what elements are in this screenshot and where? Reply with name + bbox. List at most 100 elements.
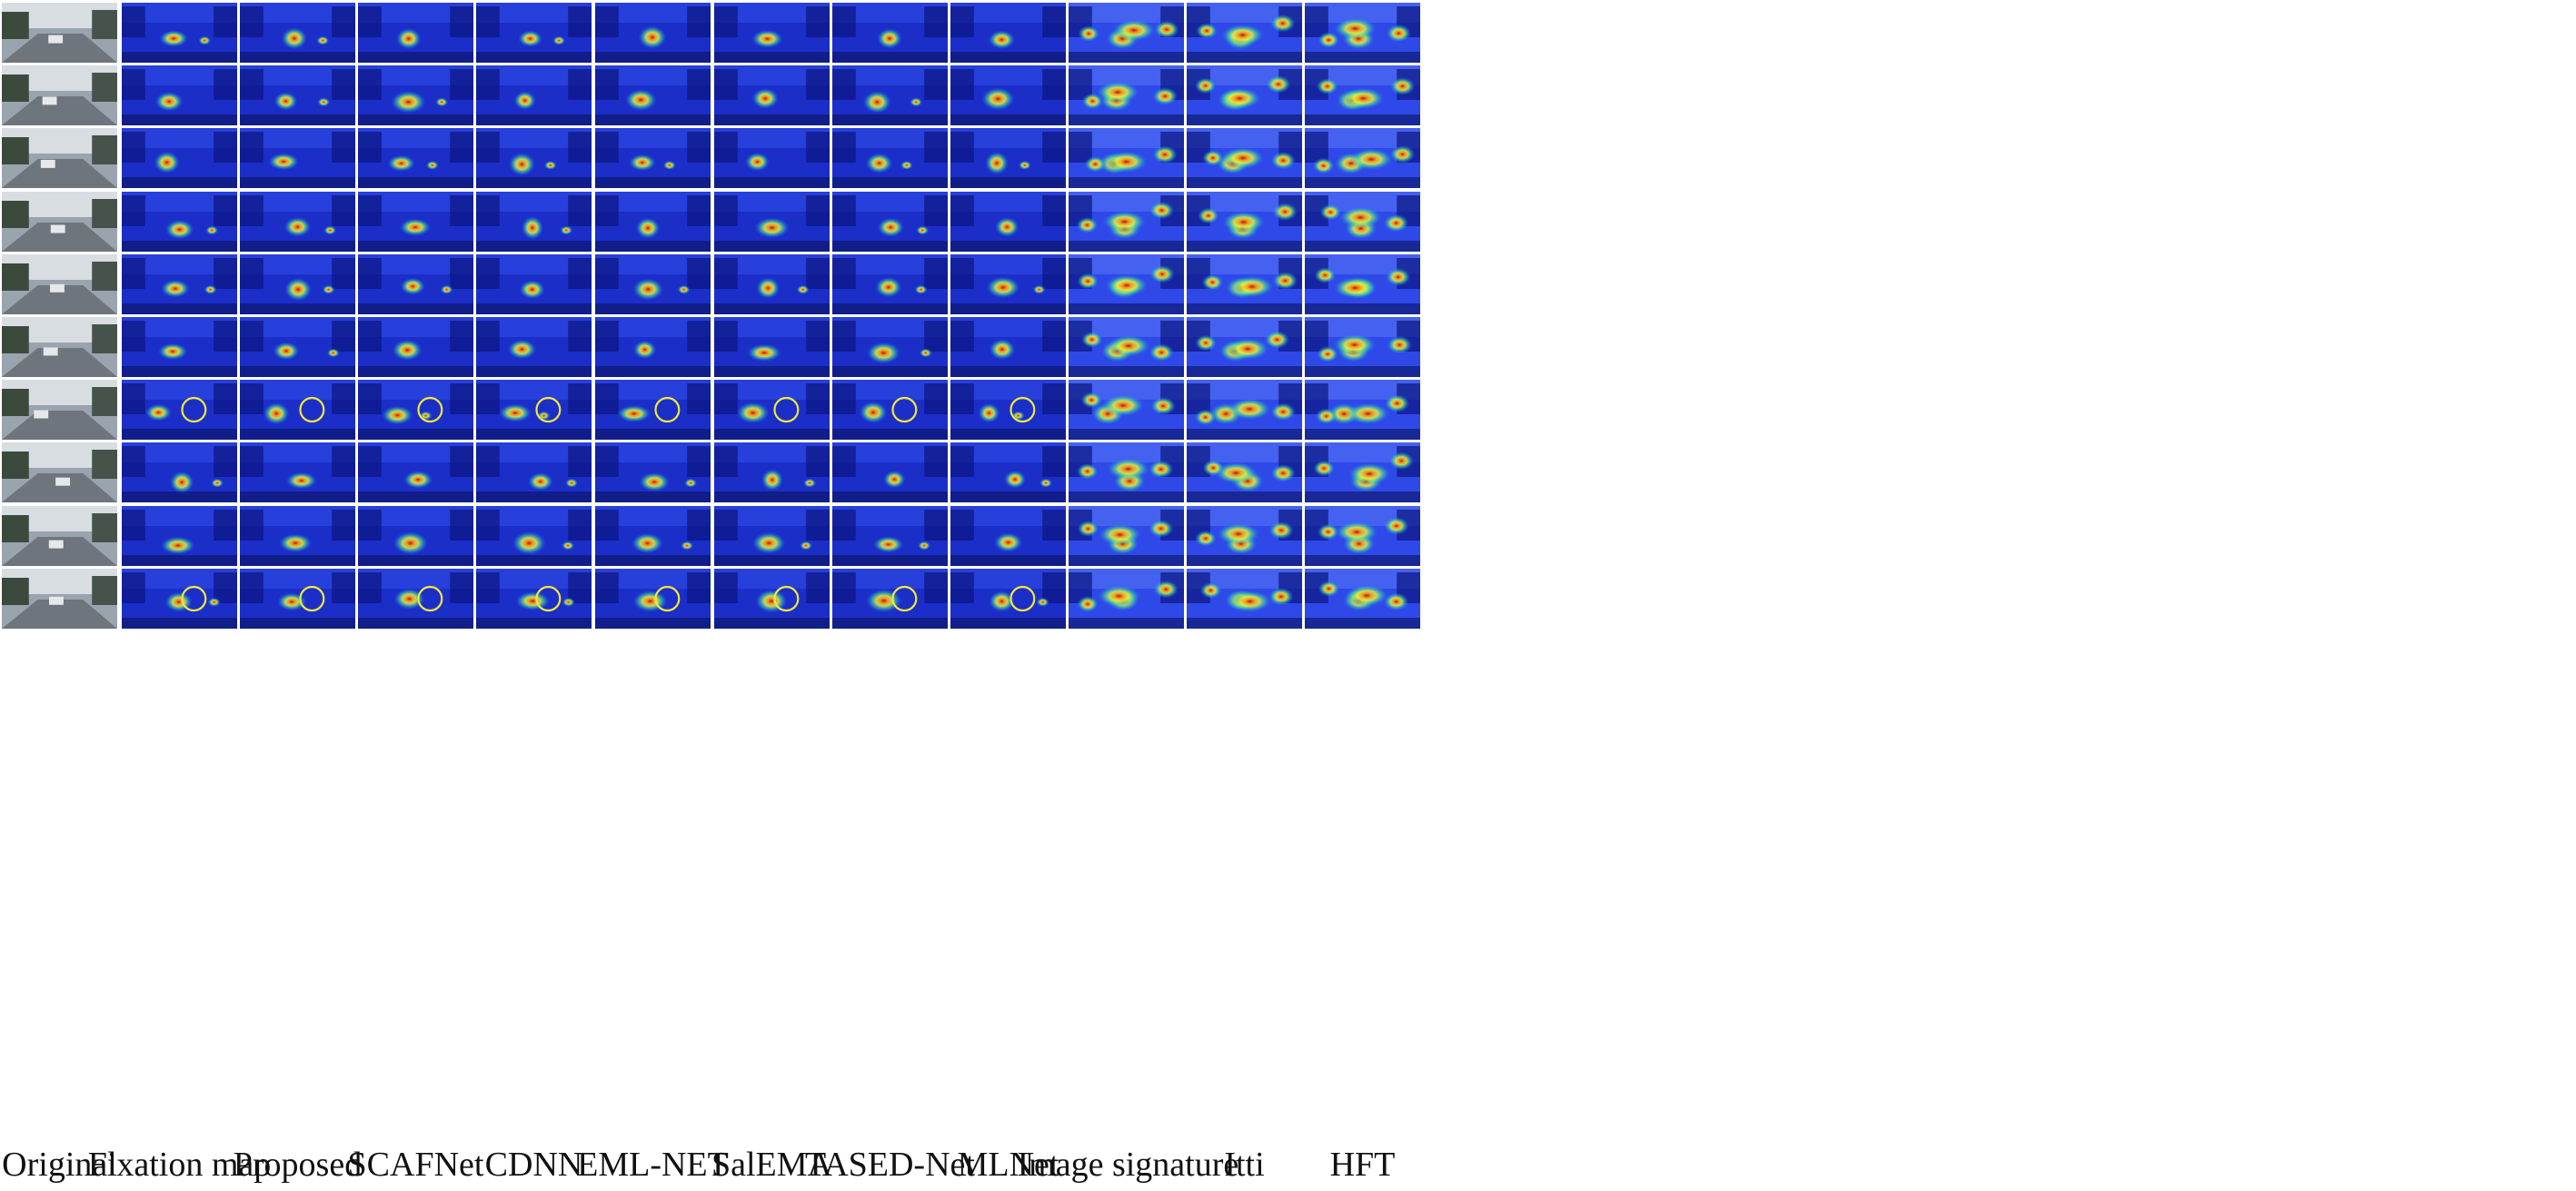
thumbnail-r4-c2 xyxy=(122,192,237,252)
thumbnail-r5-c12 xyxy=(1305,254,1420,314)
thumbnail-r1-c2 xyxy=(122,3,237,63)
thumbnail-r5-c6 xyxy=(595,254,711,314)
column-label-6: EML-NET xyxy=(577,1146,729,1184)
thumbnail-r5-c3 xyxy=(240,254,355,314)
thumbnail-r10-c4 xyxy=(358,569,473,629)
thumbnail-r4-c11 xyxy=(1187,192,1302,252)
column-label-3: Proposed xyxy=(233,1146,363,1184)
thumbnail-r10-c2 xyxy=(122,569,237,629)
thumbnail-r9-c9 xyxy=(950,506,1066,566)
thumbnail-r10-c11 xyxy=(1187,569,1302,629)
thumbnail-r9-c1 xyxy=(2,506,117,566)
column-label-2: Fixation map xyxy=(87,1146,272,1184)
thumbnail-r6-c9 xyxy=(950,317,1066,377)
thumbnail-r10-c10 xyxy=(1069,569,1184,629)
thumbnail-r8-c5 xyxy=(476,442,592,502)
thumbnail-r8-c4 xyxy=(358,442,473,502)
thumbnail-r1-c9 xyxy=(950,3,1066,63)
thumbnail-r7-c6 xyxy=(595,380,711,440)
column-label-4: SCAFNet xyxy=(347,1146,484,1184)
thumbnail-r1-c12 xyxy=(1305,3,1420,63)
thumbnail-r10-c12 xyxy=(1305,569,1420,629)
column-label-5: CDNN xyxy=(484,1146,583,1184)
thumbnail-r5-c4 xyxy=(358,254,473,314)
thumbnail-r10-c8 xyxy=(832,569,948,629)
thumbnail-r9-c10 xyxy=(1069,506,1184,566)
thumbnail-r7-c2 xyxy=(122,380,237,440)
thumbnail-r5-c7 xyxy=(714,254,830,314)
thumbnail-r9-c4 xyxy=(358,506,473,566)
thumbnail-r4-c6 xyxy=(595,192,711,252)
thumbnail-r6-c11 xyxy=(1187,317,1302,377)
thumbnail-r9-c6 xyxy=(595,506,711,566)
thumbnail-r6-c5 xyxy=(476,317,592,377)
thumbnail-r7-c1 xyxy=(2,380,117,440)
column-label-1: Original xyxy=(2,1146,117,1184)
thumbnail-r5-c1 xyxy=(2,254,117,314)
thumbnail-r2-c3 xyxy=(240,65,355,125)
thumbnail-r6-c6 xyxy=(595,317,711,377)
thumbnail-r7-c8 xyxy=(832,380,948,440)
thumbnail-r8-c7 xyxy=(714,442,830,502)
thumbnail-r3-c4 xyxy=(358,128,473,188)
thumbnail-r2-c7 xyxy=(714,65,830,125)
highlight-circle xyxy=(535,585,562,612)
thumbnail-r7-c3 xyxy=(240,380,355,440)
highlight-circle xyxy=(181,396,207,423)
thumbnail-r8-c10 xyxy=(1069,442,1184,502)
thumbnail-r3-c11 xyxy=(1187,128,1302,188)
thumbnail-r10-c9 xyxy=(950,569,1066,629)
thumbnail-r1-c11 xyxy=(1187,3,1302,63)
thumbnail-r4-c1 xyxy=(2,192,117,252)
thumbnail-r4-c9 xyxy=(950,192,1066,252)
thumbnail-r6-c1 xyxy=(2,317,117,377)
thumbnail-r1-c5 xyxy=(476,3,592,63)
thumbnail-r8-c12 xyxy=(1305,442,1420,502)
thumbnail-r2-c4 xyxy=(358,65,473,125)
thumbnail-r1-c4 xyxy=(358,3,473,63)
thumbnail-r7-c5 xyxy=(476,380,592,440)
thumbnail-r3-c10 xyxy=(1069,128,1184,188)
thumbnail-r8-c6 xyxy=(595,442,711,502)
highlight-circle xyxy=(299,396,325,423)
thumbnail-r9-c7 xyxy=(714,506,830,566)
thumbnail-r10-c6 xyxy=(595,569,711,629)
column-label-11: Itti xyxy=(1224,1146,1265,1184)
thumbnail-r4-c10 xyxy=(1069,192,1184,252)
highlight-circle xyxy=(654,396,681,423)
thumbnail-r7-c11 xyxy=(1187,380,1302,440)
thumbnail-r10-c3 xyxy=(240,569,355,629)
thumbnail-r1-c7 xyxy=(714,3,830,63)
thumbnail-r4-c8 xyxy=(832,192,948,252)
thumbnail-r10-c1 xyxy=(2,569,117,629)
column-label-7: SalEMA xyxy=(711,1146,832,1184)
thumbnail-r3-c6 xyxy=(595,128,711,188)
thumbnail-r5-c11 xyxy=(1187,254,1302,314)
thumbnail-r4-c3 xyxy=(240,192,355,252)
thumbnail-r9-c3 xyxy=(240,506,355,566)
thumbnail-r3-c1 xyxy=(2,128,117,188)
highlight-circle xyxy=(773,396,800,423)
thumbnail-r9-c8 xyxy=(832,506,948,566)
thumbnail-r10-c7 xyxy=(714,569,830,629)
thumbnail-r8-c2 xyxy=(122,442,237,502)
thumbnail-r2-c5 xyxy=(476,65,592,125)
column-label-9: MLNet xyxy=(957,1146,1059,1184)
thumbnail-r8-c3 xyxy=(240,442,355,502)
thumbnail-r5-c8 xyxy=(832,254,948,314)
thumbnail-r3-c9 xyxy=(950,128,1066,188)
thumbnail-r7-c12 xyxy=(1305,380,1420,440)
highlight-circle xyxy=(1010,396,1036,423)
thumbnail-r8-c8 xyxy=(832,442,948,502)
thumbnail-r3-c2 xyxy=(122,128,237,188)
thumbnail-r1-c1 xyxy=(2,3,117,63)
thumbnail-r4-c7 xyxy=(714,192,830,252)
thumbnail-r7-c7 xyxy=(714,380,830,440)
thumbnail-r10-c5 xyxy=(476,569,592,629)
highlight-circle xyxy=(299,585,325,612)
thumbnail-r8-c11 xyxy=(1187,442,1302,502)
thumbnail-r1-c3 xyxy=(240,3,355,63)
thumbnail-r2-c2 xyxy=(122,65,237,125)
thumbnail-r3-c5 xyxy=(476,128,592,188)
